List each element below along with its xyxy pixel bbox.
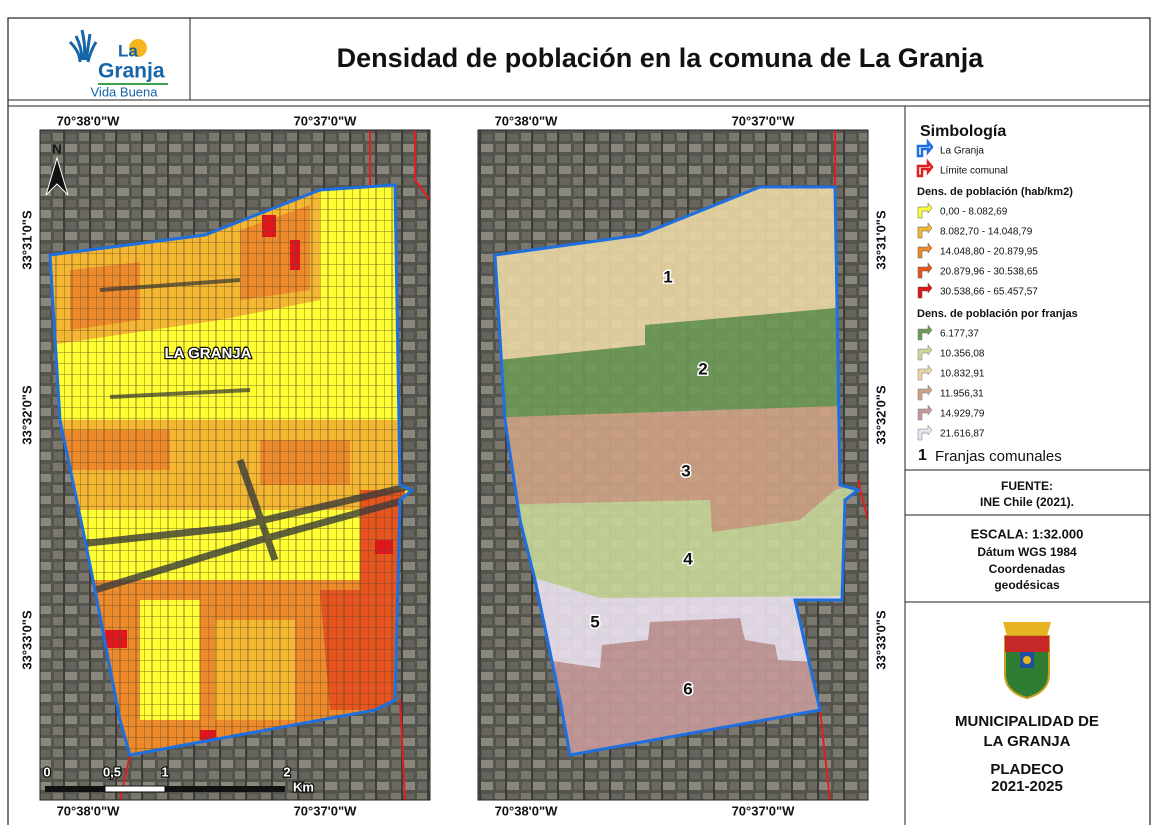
legend-swatch [918, 203, 932, 218]
legend-label: 8.082,70 - 14.048,79 [940, 227, 1033, 238]
legend-label: 10.832,91 [940, 369, 985, 380]
legend-subtitle: Dens. de población por franjas [917, 308, 1078, 320]
legend-swatch [918, 162, 932, 176]
page-title: Densidad de población en la comuna de La… [337, 43, 985, 73]
place-label: LA GRANJA [165, 345, 252, 362]
zone-label: 5 [590, 612, 599, 631]
scale-bar-unit: Km [293, 779, 314, 794]
legend-swatch [918, 325, 932, 340]
scale-bar-label: 0,5 [103, 764, 121, 779]
legend-swatch [918, 385, 932, 400]
legend-subtitle: Dens. de población (hab/km2) [917, 186, 1073, 198]
scale-info: geodésicas [994, 578, 1060, 592]
coat-of-arms [1003, 622, 1051, 698]
longitude-label: 70°38'0"W [495, 803, 559, 818]
legend-swatch [918, 243, 932, 258]
scale-info: Dátum WGS 1984 [977, 545, 1077, 559]
legend-swatch [918, 142, 932, 156]
zone-label: 4 [683, 549, 693, 568]
logo: La Granja Vida Buena [70, 30, 168, 99]
north-arrow-label: N [52, 141, 61, 156]
longitude-label: 70°37'0"W [732, 803, 796, 818]
scale-bar-label: 1 [161, 764, 168, 779]
legend-swatch [918, 425, 932, 440]
legend-swatch [918, 223, 932, 238]
legend-swatch [918, 365, 932, 380]
legend-label: Límite comunal [940, 166, 1008, 177]
legend-swatch [918, 345, 932, 360]
scale-info: Coordenadas [989, 562, 1066, 576]
legend-swatch [918, 283, 932, 298]
footer-text: LA GRANJA [984, 733, 1071, 750]
logo-text: La [118, 41, 138, 60]
scale-bar-label: 2 [283, 764, 290, 779]
zone-label: 6 [683, 679, 692, 698]
latitude-label: 33°31'0"S [19, 210, 34, 270]
latitude-label: 33°33'0"S [873, 610, 888, 670]
legend-label: 21.616,87 [940, 429, 985, 440]
legend-swatch [918, 405, 932, 420]
longitude-label: 70°37'0"W [294, 113, 358, 128]
legend-swatch [918, 263, 932, 278]
longitude-label: 70°38'0"W [57, 113, 121, 128]
zone-label: 1 [663, 267, 672, 286]
density-map [40, 130, 430, 800]
footer-text: MUNICIPALIDAD DE [955, 713, 1099, 730]
longitude-label: 70°38'0"W [495, 113, 559, 128]
strip-map [478, 130, 870, 800]
footer-text: PLADECO [990, 761, 1064, 778]
latitude-label: 33°33'0"S [19, 610, 34, 670]
zone-label: 3 [681, 461, 690, 480]
legend-label: 6.177,37 [940, 329, 979, 340]
scale-info: ESCALA: 1:32.000 [971, 526, 1084, 541]
longitude-label: 70°37'0"W [732, 113, 796, 128]
legend-label: La Granja [940, 146, 984, 157]
legend-title: Simbología [920, 123, 1006, 140]
scale-bar-label: 0 [43, 764, 50, 779]
latitude-label: 33°32'0"S [19, 385, 34, 445]
legend-label: Franjas comunales [935, 448, 1062, 465]
legend-label: 10.356,08 [940, 349, 985, 360]
footer-text: 2021-2025 [991, 778, 1063, 795]
legend-label: 14.048,80 - 20.879,95 [940, 247, 1038, 258]
legend-label: 11.956,31 [940, 389, 984, 400]
legend-label: 14.929,79 [940, 409, 985, 420]
map-sheet: La Granja Vida Buena Densidad de poblaci… [0, 0, 1156, 825]
zone-label: 2 [698, 359, 707, 378]
legend-label: 30.538,66 - 65.457,57 [940, 287, 1038, 298]
source-heading: FUENTE: [1001, 479, 1053, 493]
source-text: INE Chile (2021). [980, 495, 1074, 509]
longitude-label: 70°37'0"W [294, 803, 358, 818]
longitude-label: 70°38'0"W [57, 803, 121, 818]
latitude-label: 33°31'0"S [873, 210, 888, 270]
legend-marker: 1 [918, 447, 927, 464]
legend-label: 20.879,96 - 30.538,65 [940, 267, 1038, 278]
logo-tagline: Vida Buena [91, 84, 159, 99]
latitude-label: 33°32'0"S [873, 385, 888, 445]
legend-label: 0,00 - 8.082,69 [940, 207, 1008, 218]
logo-text: Granja [98, 60, 165, 83]
